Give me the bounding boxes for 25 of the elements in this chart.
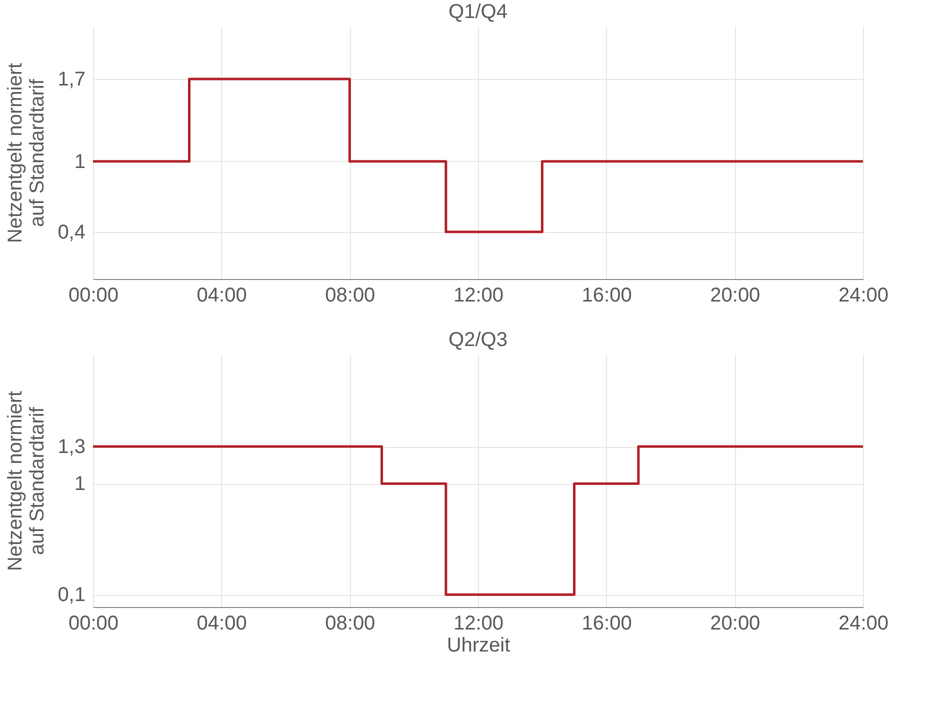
x-tick-label: 04:00: [196, 284, 247, 306]
x-tick-label: 12:00: [453, 612, 504, 634]
y-tick-label: 1: [74, 150, 86, 173]
y-tick-label: 1,7: [58, 68, 86, 90]
y-axis-title: Netzentgelt normiert auf Standardtarif: [4, 390, 49, 572]
x-tick-label: 00:00: [68, 612, 119, 634]
y-tick-label: 0,4: [58, 221, 86, 244]
chart-title: Q1/Q4: [448, 1, 508, 23]
x-tick-label: 24:00: [838, 612, 889, 634]
x-tick-label: 16:00: [582, 284, 632, 306]
x-tick-label: 20:00: [710, 284, 760, 306]
chart-title: Q2/Q3: [448, 329, 508, 351]
x-tick-label: 00:00: [68, 284, 119, 306]
x-tick-label: 04:00: [196, 612, 247, 634]
x-tick-label: 20:00: [710, 612, 760, 634]
y-tick-label: 0,1: [58, 584, 86, 606]
y-tick-label: 1: [74, 473, 86, 496]
y-axis-title: Netzentgelt normiert auf Standardtarif: [4, 62, 49, 244]
x-tick-label: 12:00: [453, 284, 504, 306]
x-tick-label: 16:00: [582, 612, 632, 634]
x-tick-label: 24:00: [838, 284, 889, 306]
x-axis-title: Uhrzeit: [446, 634, 511, 656]
x-tick-label: 08:00: [325, 284, 376, 306]
x-tick-label: 08:00: [325, 612, 376, 634]
y-tick-label: 1,3: [58, 436, 86, 458]
